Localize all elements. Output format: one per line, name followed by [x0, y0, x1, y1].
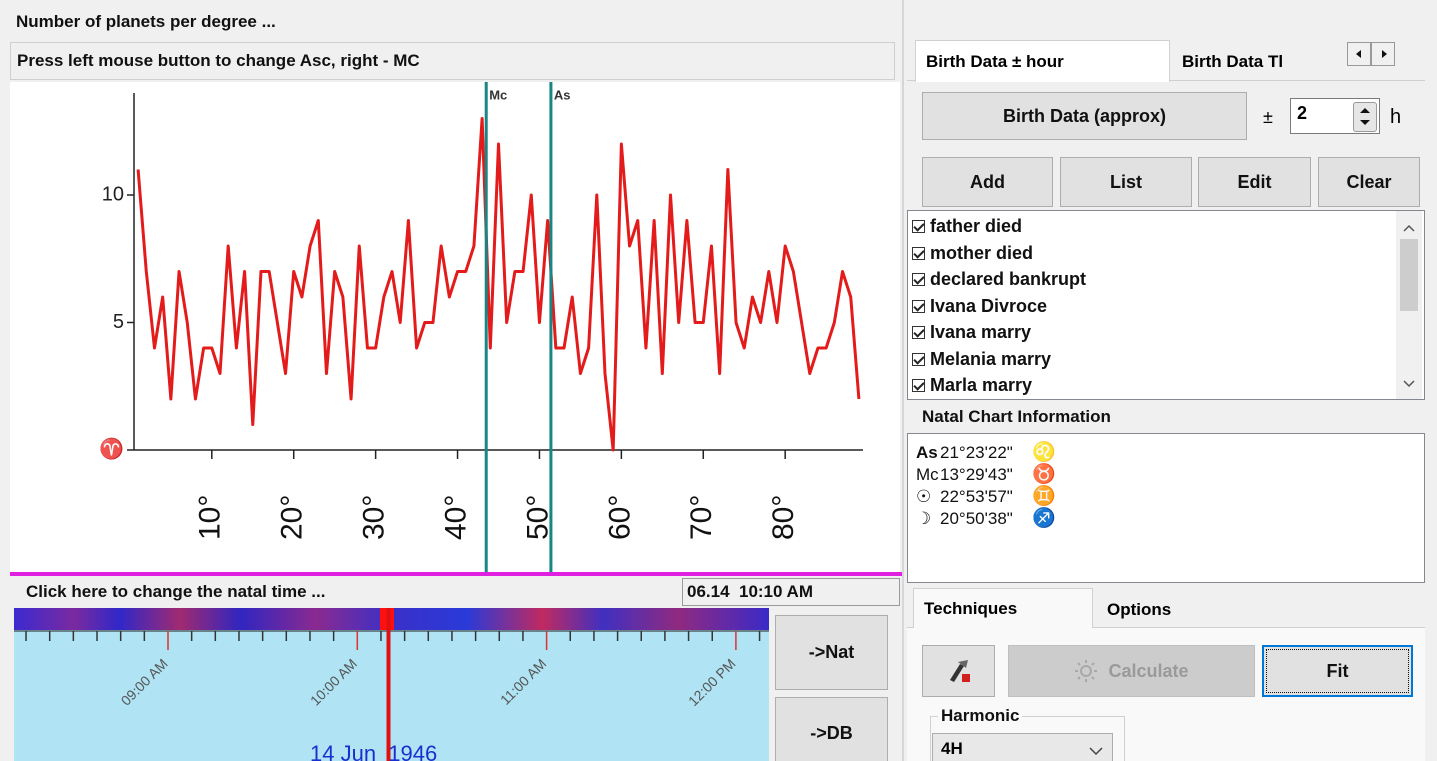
y-tick-label: 5 — [113, 311, 124, 333]
point: As — [916, 443, 938, 462]
tab[interactable]: Birth Data Tl — [1182, 52, 1284, 71]
event-item[interactable]: mother died — [908, 240, 1424, 267]
separator — [10, 572, 903, 576]
spin-buttons[interactable] — [1353, 102, 1377, 132]
event-item[interactable]: Ivana Divroce — [908, 293, 1424, 320]
time-prompt[interactable]: Click here to change the natal time ... — [26, 582, 326, 601]
x-tick-label: 20° — [276, 495, 309, 540]
scroll-thumb[interactable] — [1400, 239, 1418, 311]
checkbox[interactable] — [912, 326, 925, 339]
natal-row: ☉ 22°53'57" ♊ — [916, 486, 1424, 508]
natal-row: ☽ 20°50'38" ♐ — [916, 508, 1424, 530]
x-tick-label: 60° — [603, 495, 636, 540]
sign: ♌ — [1032, 442, 1056, 463]
x-tick-label: 40° — [439, 495, 472, 540]
checkbox[interactable] — [912, 246, 925, 260]
point: ☽ — [916, 509, 932, 528]
to-natal-button[interactable]: ->Nat — [775, 615, 888, 690]
approx-button[interactable]: Birth Data (approx) — [922, 92, 1247, 140]
sign: ♐ — [1032, 508, 1056, 529]
calculate-label: Calculate — [1108, 660, 1189, 681]
point: ☉ — [916, 487, 932, 506]
event-item[interactable]: Ivana marry — [908, 319, 1424, 346]
list-button[interactable]: List — [1060, 157, 1192, 207]
plus-minus: ± — [1263, 107, 1273, 127]
harmonic-value: 4H — [941, 739, 963, 758]
event-label: Ivana Divroce — [930, 295, 1048, 316]
event-list[interactable]: father died mother died declared bankrupt I… — [907, 210, 1425, 400]
fit-button[interactable]: Fit — [1262, 645, 1413, 697]
checkbox[interactable] — [912, 352, 925, 366]
angle-marker-label: Mc — [489, 87, 507, 102]
tab-selected[interactable]: Birth Data ± hour — [915, 40, 1170, 82]
chart-subtitle: Press left mouse button to change Asc, r… — [10, 42, 895, 80]
edit-button[interactable]: Edit — [1198, 157, 1311, 207]
hours-unit: h — [1390, 106, 1402, 128]
harmonic-group — [930, 716, 1125, 761]
to-db-button[interactable]: ->DB — [775, 697, 888, 761]
sign: ♊ — [1032, 486, 1056, 507]
event-item[interactable]: Melania marry — [908, 346, 1424, 373]
checkbox[interactable] — [912, 299, 925, 313]
event-label: mother died — [930, 242, 1034, 263]
position: 22°53'57" — [940, 487, 1013, 506]
event-label: Melania marry — [930, 348, 1052, 369]
y-tick-label: ♈ — [99, 436, 124, 460]
angle-marker-label: As — [554, 87, 571, 102]
x-tick-label: 50° — [521, 495, 554, 540]
add-button[interactable]: Add — [922, 157, 1053, 207]
hours-spinbox[interactable]: 2 — [1290, 98, 1380, 134]
tab[interactable]: Options — [1107, 600, 1172, 619]
checkbox[interactable] — [912, 220, 925, 233]
tab-scroll-right[interactable] — [1371, 42, 1395, 66]
event-item[interactable]: Marla marry — [908, 372, 1424, 399]
event-label: Ivana marry — [930, 322, 1032, 342]
natal-info-title: Natal Chart Information — [922, 407, 1111, 426]
x-tick-label: 80° — [767, 495, 800, 540]
event-item[interactable]: declared bankrupt — [908, 266, 1424, 293]
event-label: Marla marry — [930, 375, 1033, 395]
checkbox[interactable] — [912, 273, 925, 286]
x-tick-label: 70° — [685, 495, 718, 540]
harmonic-select[interactable]: 4H — [932, 733, 1113, 761]
natal-row: Mc13°29'43" ♉ — [916, 464, 1424, 486]
position: 20°50'38" — [940, 509, 1013, 528]
x-tick-label: 30° — [358, 495, 391, 540]
tab-selected[interactable]: Techniques — [913, 588, 1093, 628]
tab-scroll-left[interactable] — [1347, 42, 1371, 66]
position: 21°23'22" — [940, 443, 1013, 462]
data-line — [136, 117, 861, 452]
point: Mc — [916, 465, 939, 484]
tool-icon — [949, 660, 970, 682]
scrollbar[interactable] — [1396, 211, 1422, 399]
tool-button[interactable] — [922, 645, 995, 697]
event-label: declared bankrupt — [930, 269, 1087, 289]
sun-icon — [1075, 660, 1098, 682]
timeline-area — [14, 630, 769, 761]
hours-value: 2 — [1297, 103, 1308, 123]
current-time: 06.14 10:10 AM — [682, 578, 900, 606]
checkbox[interactable] — [912, 379, 925, 392]
event-label: father died — [930, 216, 1023, 236]
clear-button[interactable]: Clear — [1318, 157, 1420, 207]
sign: ♉ — [1032, 464, 1056, 485]
natal-info: As 21°23'22" ♌ Mc13°29'43" ♉ ☉ 22°53'57" ♊ ☽ 20°5… — [907, 433, 1425, 583]
event-item[interactable]: father died — [908, 213, 1424, 240]
natal-row: As 21°23'22" ♌ — [916, 442, 1424, 464]
chart-title: Number of planets per degree ... — [10, 8, 895, 36]
chart[interactable]: ♈ 5 10 10° 20° 30° 40° 50° 60° 70° 80° Mc As — [10, 82, 900, 572]
timeline-date: 14 Jun 1946 — [310, 741, 437, 761]
divider — [902, 0, 904, 761]
calculate-button: Calculate — [1008, 645, 1255, 697]
x-tick-label: 10° — [194, 495, 227, 540]
position: 13°29'43" — [940, 465, 1013, 484]
harmonic-label: Harmonic — [938, 705, 1023, 727]
y-tick-label: 10 — [102, 183, 124, 205]
